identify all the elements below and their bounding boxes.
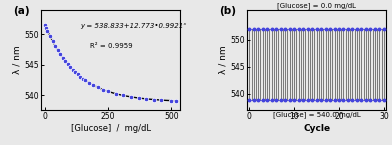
X-axis label: Cycle: Cycle xyxy=(303,124,330,133)
Text: [Glucose] = 0.0 mg/dL: [Glucose] = 0.0 mg/dL xyxy=(277,2,356,9)
Text: R² = 0.9959: R² = 0.9959 xyxy=(90,43,132,49)
Y-axis label: λ / nm: λ / nm xyxy=(13,46,22,75)
X-axis label: [Glucose]  /  mg/dL: [Glucose] / mg/dL xyxy=(71,124,151,133)
Y-axis label: λ / nm: λ / nm xyxy=(218,46,227,75)
Text: y = 538.833+12.773•0.9921ˣ: y = 538.833+12.773•0.9921ˣ xyxy=(80,23,187,29)
Text: [Glucose] = 540.0 mg/dL: [Glucose] = 540.0 mg/dL xyxy=(273,111,361,118)
Text: (a): (a) xyxy=(13,6,30,16)
Text: (b): (b) xyxy=(219,6,236,16)
